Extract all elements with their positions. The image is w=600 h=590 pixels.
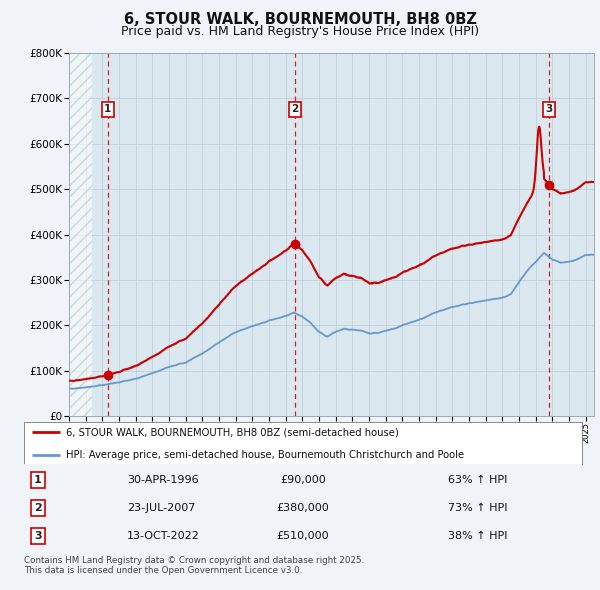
Text: £380,000: £380,000: [277, 503, 329, 513]
Text: 38% ↑ HPI: 38% ↑ HPI: [448, 531, 508, 541]
Text: £510,000: £510,000: [277, 531, 329, 541]
Text: 23-JUL-2007: 23-JUL-2007: [127, 503, 196, 513]
Text: 3: 3: [34, 531, 42, 541]
Text: 30-APR-1996: 30-APR-1996: [127, 475, 199, 485]
Text: 63% ↑ HPI: 63% ↑ HPI: [448, 475, 508, 485]
Text: HPI: Average price, semi-detached house, Bournemouth Christchurch and Poole: HPI: Average price, semi-detached house,…: [66, 450, 464, 460]
Text: 3: 3: [545, 104, 553, 114]
Bar: [69, 53, 92, 416]
Text: 2: 2: [292, 104, 299, 114]
Text: 6, STOUR WALK, BOURNEMOUTH, BH8 0BZ: 6, STOUR WALK, BOURNEMOUTH, BH8 0BZ: [124, 12, 476, 27]
Text: 13-OCT-2022: 13-OCT-2022: [127, 531, 200, 541]
Text: Price paid vs. HM Land Registry's House Price Index (HPI): Price paid vs. HM Land Registry's House …: [121, 25, 479, 38]
Text: £90,000: £90,000: [280, 475, 326, 485]
Text: 73% ↑ HPI: 73% ↑ HPI: [448, 503, 508, 513]
Text: 1: 1: [34, 475, 42, 485]
Text: 6, STOUR WALK, BOURNEMOUTH, BH8 0BZ (semi-detached house): 6, STOUR WALK, BOURNEMOUTH, BH8 0BZ (sem…: [66, 428, 398, 437]
Text: 2: 2: [34, 503, 42, 513]
Text: Contains HM Land Registry data © Crown copyright and database right 2025.
This d: Contains HM Land Registry data © Crown c…: [24, 556, 364, 575]
Text: 1: 1: [104, 104, 112, 114]
